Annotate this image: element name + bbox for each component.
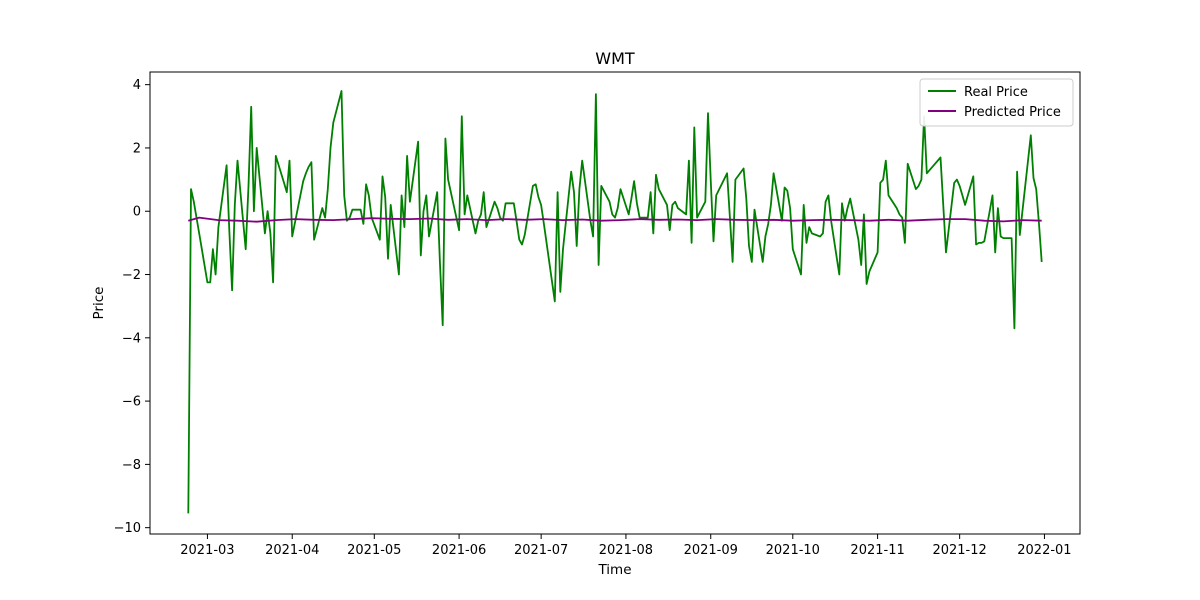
y-axis: −10 −8 −6 −4 −2 0 2 4 — [114, 78, 150, 536]
x-tick-label: 2021-03 — [180, 543, 234, 558]
x-tick-label: 2021-06 — [432, 543, 486, 558]
y-tick-label: −6 — [122, 395, 141, 410]
y-tick-label: −10 — [114, 521, 141, 536]
series-line-predicted-price — [188, 216, 1042, 223]
y-tick-label: 4 — [133, 78, 141, 93]
chart-title: WMT — [595, 49, 635, 68]
y-tick-label: −2 — [122, 268, 141, 283]
legend-box — [919, 78, 1074, 127]
x-tick-label: 2021-04 — [265, 543, 319, 558]
legend: Real Price Predicted Price — [919, 78, 1074, 127]
series-line-real-price — [187, 90, 1043, 514]
legend-label-real-price: Real Price — [964, 85, 1028, 100]
y-tick-label: −4 — [122, 331, 141, 346]
x-tick-label: 2021-09 — [684, 543, 738, 558]
x-tick-label: 2021-11 — [850, 543, 904, 558]
series-layer — [187, 90, 1043, 514]
plot-frame — [149, 71, 1081, 535]
y-tick-label: 2 — [133, 141, 141, 156]
y-axis-label: Price — [91, 287, 107, 320]
y-tick-label: −8 — [122, 458, 141, 473]
x-tick-label: 2021-07 — [514, 543, 568, 558]
y-tick-label: 0 — [133, 205, 141, 220]
x-tick-label: 2021-08 — [599, 543, 653, 558]
x-tick-label: 2021-05 — [347, 543, 401, 558]
x-axis-label: Time — [597, 562, 631, 578]
x-tick-label: 2021-10 — [766, 543, 820, 558]
legend-label-predicted-price: Predicted Price — [964, 105, 1061, 120]
x-tick-label: 2022-01 — [1017, 543, 1071, 558]
x-axis: 2021-03 2021-04 2021-05 2021-06 2021-07 2021-… — [180, 534, 1072, 558]
x-tick-label: 2021-12 — [932, 543, 986, 558]
